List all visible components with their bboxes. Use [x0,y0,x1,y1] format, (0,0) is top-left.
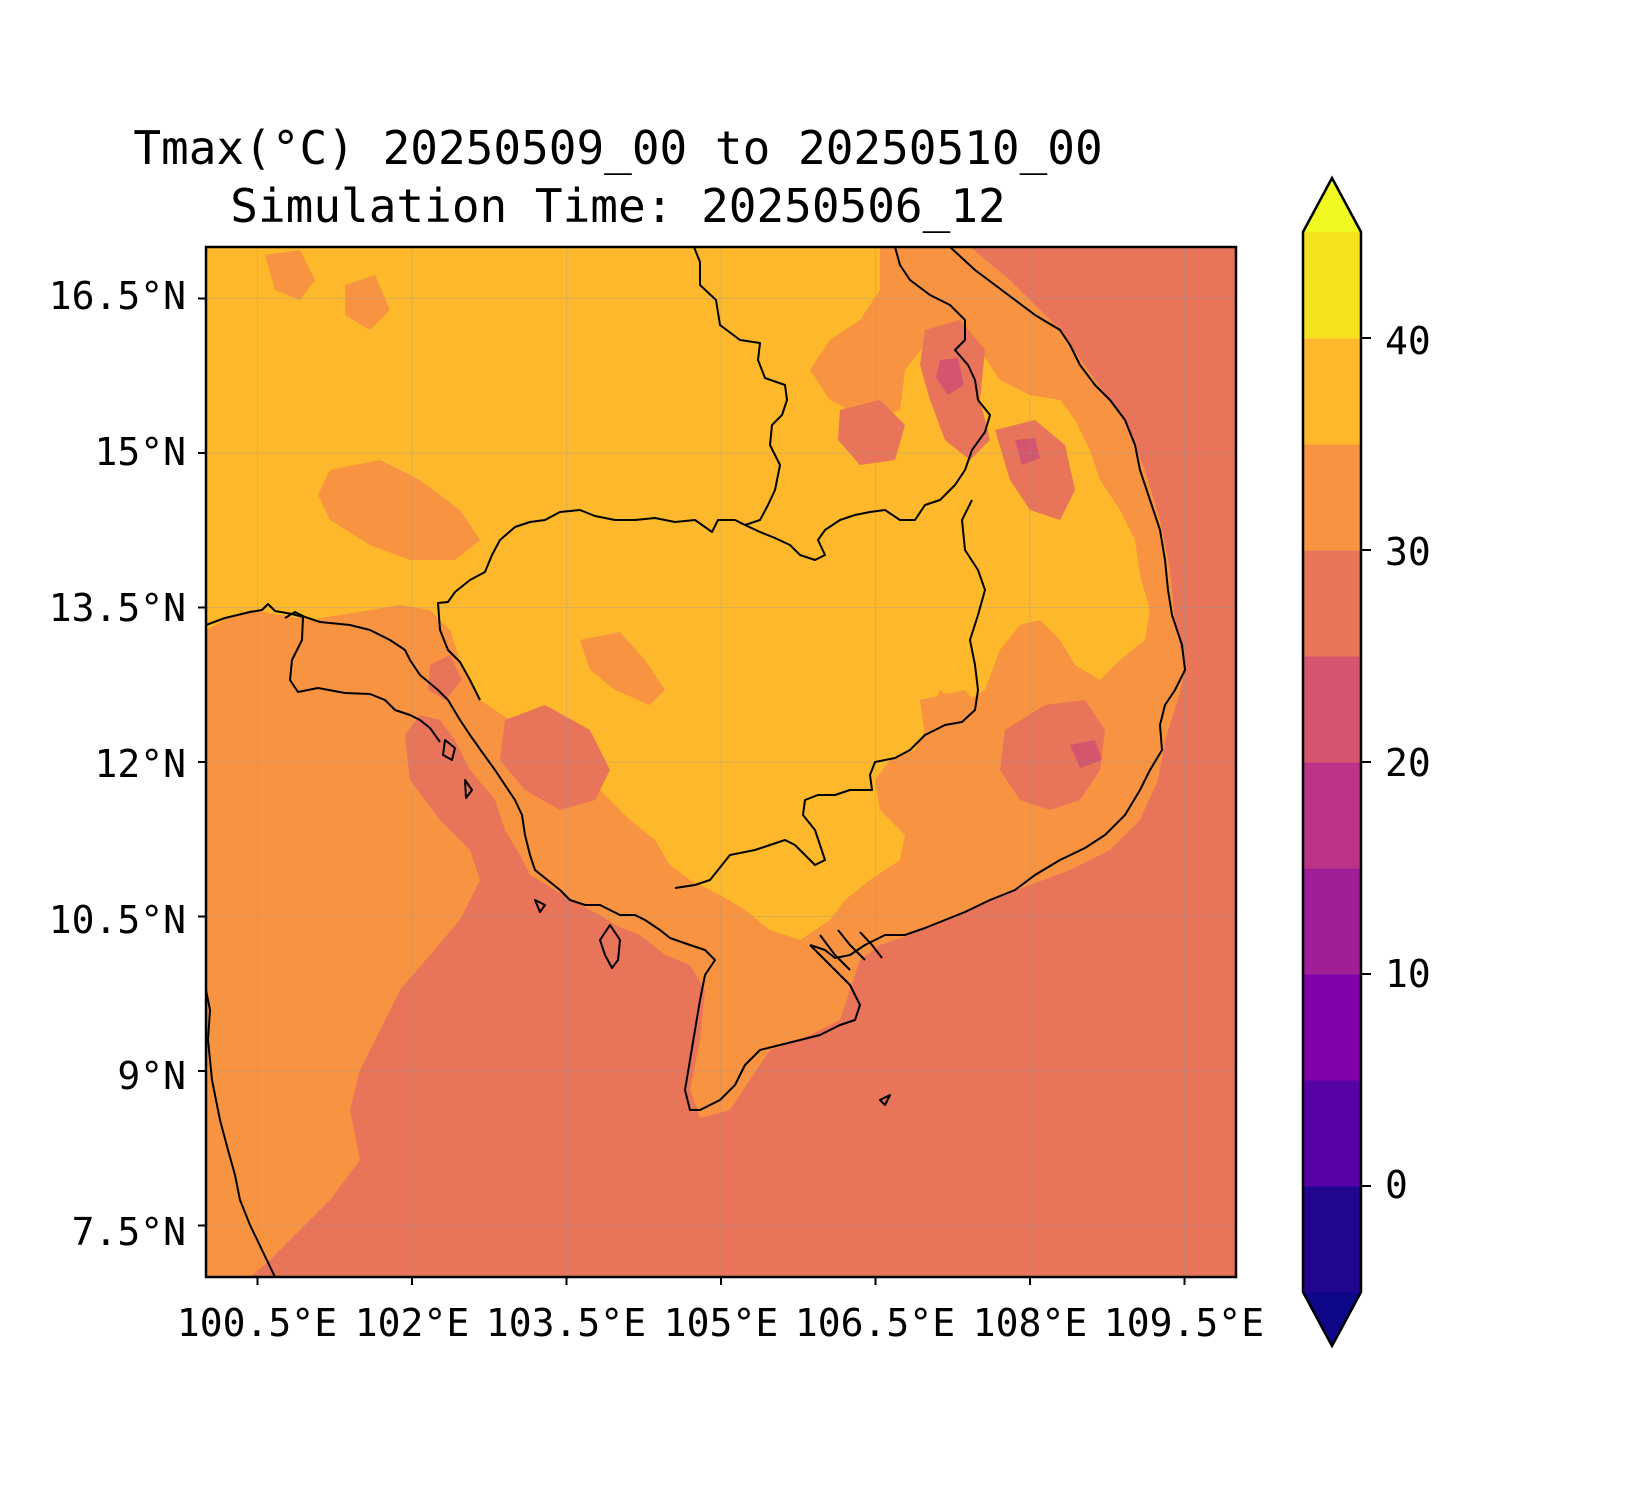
coolest-patch [1070,740,1102,768]
colorbar-segment [1303,550,1361,657]
border-cambodia-vietnam [674,499,986,889]
x-tick-label: 106.5°E [794,1301,956,1345]
border-cambodia-east [744,247,991,561]
coastline-west [206,603,441,743]
cool-patch [995,420,1075,520]
con-dao-island [879,1094,891,1106]
y-tick-label: 15°N [94,430,186,474]
colorbar-segment [1303,338,1361,445]
colorbar-extend-over [1303,178,1361,232]
colorbar-segment [1303,762,1361,869]
coolest-patch [936,358,964,395]
coastlines-and-borders [206,247,1186,1277]
y-tick-label: 13.5°N [48,586,186,630]
map-title: Tmax(°C) 20250509_00 to 20250510_00 [133,121,1103,175]
border-laos-thailand [693,247,788,526]
colorbar-segment [1303,1080,1361,1187]
colorbar-tick-label: 10 [1385,952,1431,996]
x-tick-label: 109.5°E [1103,1301,1265,1345]
border-cambodia-north [437,509,746,701]
mekong-delta-islands [819,929,883,971]
colorbar-extend-under [1303,1292,1361,1346]
cool-patch [838,400,905,465]
warm-patch [920,690,985,740]
x-tick-label: 105°E [663,1301,779,1345]
colorbar-segment [1303,656,1361,763]
cool-patch [1000,700,1105,810]
warm-patch [580,632,665,705]
malay-peninsula-coast [206,989,276,1277]
x-tick-marks [256,1277,1186,1285]
colorbar-tick-marks [1361,337,1371,1187]
coolest-patch [1015,438,1040,465]
x-tick-label: 102°E [354,1301,470,1345]
colorbar-segment [1303,868,1361,975]
cool-patch [500,705,610,810]
colorbar-tick-label: 30 [1385,530,1431,574]
y-tick-label: 12°N [94,742,186,786]
y-tick-label: 9°N [117,1054,186,1098]
colorbar-outline [1301,175,1363,1349]
y-tick-label: 10.5°N [48,898,186,942]
colorbar-tick-label: 0 [1385,1163,1408,1207]
map-area [206,247,1236,1277]
map-subtitle: Simulation Time: 20250506_12 [230,179,1006,233]
y-tick-label: 16.5°N [48,274,186,318]
x-tick-label: 100.5°E [176,1301,338,1345]
x-tick-label: 108°E [972,1301,1088,1345]
colorbar-tick-label: 40 [1385,319,1431,363]
colorbar-segment [1303,1186,1361,1293]
colorbar-segment [1303,974,1361,1081]
x-tick-label: 103.5°E [485,1301,647,1345]
colorbar-segment [1303,444,1361,551]
coastline-mekong-delta [284,611,861,1111]
warm-patch [265,250,315,300]
phu-quoc-island [599,924,621,969]
y-tick-label: 7.5°N [71,1210,186,1254]
gridlines [206,247,1236,1277]
coastline-east [809,247,1186,959]
y-tick-marks [198,297,206,1227]
land-temperature-field-35-40 [206,247,1150,940]
colorbar [1301,175,1363,1349]
warm-patch [345,275,390,330]
warm-patch [318,460,480,560]
colorbar-segment [1303,232,1361,339]
colorbar-tick-label: 20 [1385,741,1431,785]
islands-gulf [442,739,546,913]
